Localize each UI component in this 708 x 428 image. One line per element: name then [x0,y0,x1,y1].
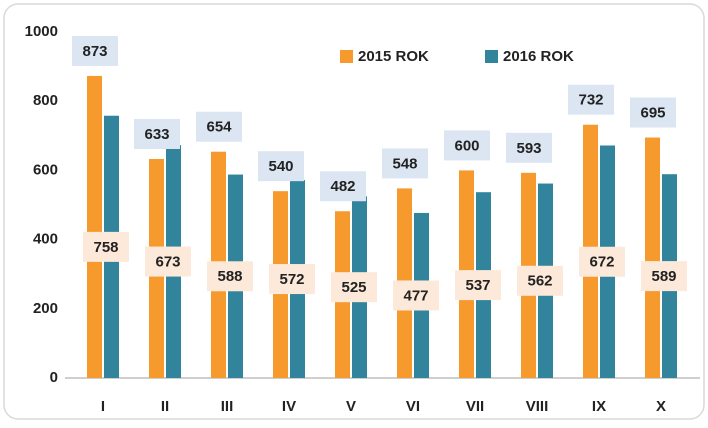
value-label-bg [134,118,180,149]
value-label-bg [320,171,366,202]
value-label-bg [641,261,687,292]
value-label: 477 [403,287,428,304]
value-label: 593 [516,140,541,157]
y-tick-label: 400 [33,231,58,248]
legend-label: 2015 ROK [358,48,429,65]
value-label-bg [83,231,129,262]
value-label: 672 [589,254,614,271]
value-label-bg [579,246,625,277]
value-label-bg [258,151,304,182]
x-tick-label: III [221,398,234,415]
x-tick-label: VII [466,398,484,415]
bar [645,137,660,378]
value-label-bg [568,84,614,115]
value-label-bg [455,270,501,301]
value-label-bg [444,130,490,161]
value-label: 600 [454,137,479,154]
value-label: 548 [392,155,417,172]
value-label-bg [517,265,563,296]
legend-label: 2016 ROK [503,48,574,65]
x-tick-label: IV [282,398,296,415]
y-tick-label: 800 [33,92,58,109]
value-label: 695 [640,104,665,121]
x-tick-label: X [656,398,666,415]
value-label: 732 [578,92,603,109]
chart-border [3,3,705,420]
x-tick-label: V [346,398,356,415]
value-label-bg [145,246,191,277]
value-label-bg [207,261,253,292]
value-label: 589 [651,268,676,285]
value-label: 633 [144,126,169,143]
value-label-bg [393,280,439,311]
value-label-bg [269,264,315,295]
value-label: 673 [155,254,180,271]
value-label-bg [506,132,552,163]
value-label: 572 [279,271,304,288]
x-tick-label: II [161,398,169,415]
x-tick-label: VI [406,398,420,415]
value-label-bg [382,148,428,179]
value-label-bg [630,97,676,128]
value-label-bg [331,272,377,303]
x-tick-label: VIII [526,398,549,415]
x-tick-label: IX [592,398,606,415]
bar [87,75,102,378]
x-tick-label: I [101,398,105,415]
y-tick-label: 0 [50,369,58,386]
value-label: 525 [341,279,366,296]
value-label: 588 [217,268,242,285]
value-label: 482 [330,178,355,195]
value-label: 540 [268,158,293,175]
legend-swatch [485,50,498,63]
y-tick-label: 1000 [25,23,58,40]
value-label: 873 [82,43,107,60]
value-label-bg [72,35,118,66]
y-tick-label: 200 [33,300,58,317]
value-label: 758 [93,239,118,256]
value-label: 562 [527,273,552,290]
y-tick-label: 600 [33,161,58,178]
value-label: 654 [206,119,232,136]
legend-swatch [340,50,353,63]
value-label: 537 [465,277,490,294]
value-label-bg [196,111,242,142]
